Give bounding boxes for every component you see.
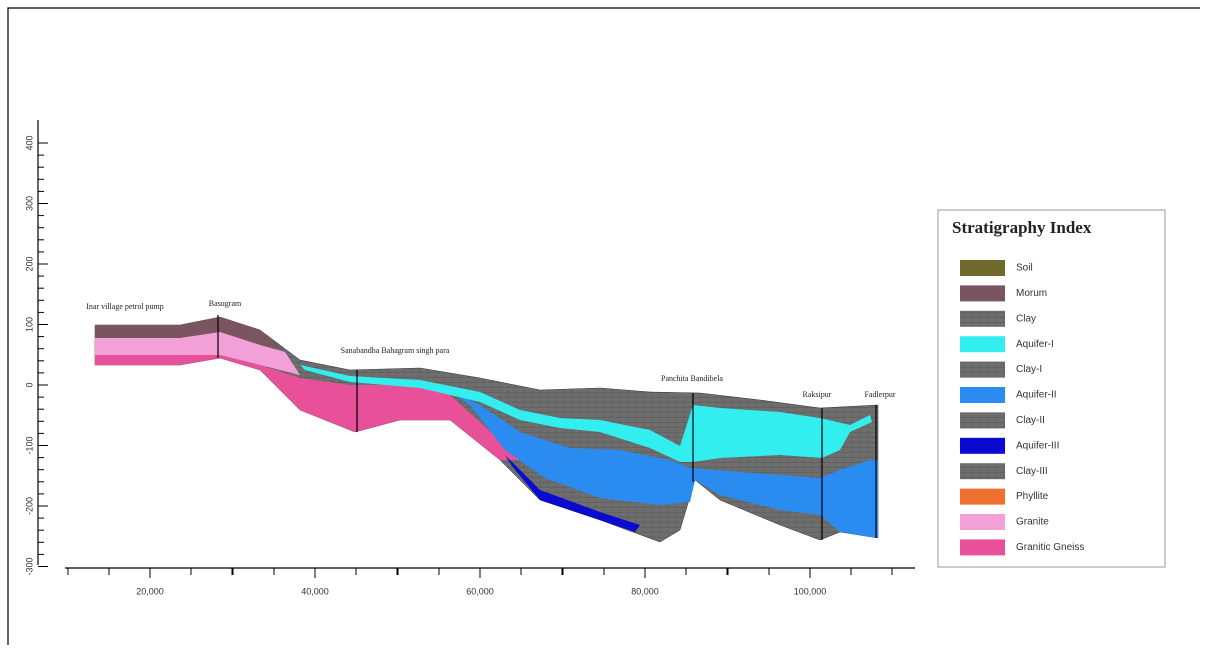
legend-label: Granite	[1016, 517, 1049, 528]
legend-swatch	[960, 285, 1005, 301]
legend-swatch	[960, 539, 1005, 555]
cross-section: 400 300 200 100 0 -100 -200 -300 20,000 40,000 60,…	[0, 0, 1205, 649]
x-tick-label: 60,000	[466, 586, 494, 596]
legend-label: Clay-II	[1016, 415, 1045, 426]
legend-swatch	[960, 387, 1005, 403]
well-label: Panchita Bandibela	[661, 374, 723, 383]
legend-swatch	[960, 260, 1005, 276]
y-tick-label: 0	[24, 382, 34, 387]
legend-label: Clay-I	[1016, 364, 1042, 375]
x-tick-label: 20,000	[136, 586, 164, 596]
well-label: Sanabandha Bahagram singh para	[341, 346, 450, 355]
legend-swatch	[960, 463, 1005, 479]
y-tick-label: 400	[24, 135, 34, 150]
legend-swatch	[960, 489, 1005, 505]
legend-label: Morum	[1016, 288, 1047, 299]
legend-label: Soil	[1016, 263, 1033, 274]
legend-swatch	[960, 412, 1005, 428]
y-tick-label: 200	[24, 256, 34, 271]
legend-swatch	[960, 362, 1005, 378]
y-tick-label: 100	[24, 317, 34, 332]
x-tick-label: 100,000	[794, 586, 827, 596]
well-label: Inar village petrol pump	[86, 302, 164, 311]
y-tick-label: -100	[24, 436, 34, 454]
well-label: Basugram	[209, 299, 242, 308]
legend-label: Aquifer-I	[1016, 339, 1054, 350]
x-tick-label: 80,000	[631, 586, 659, 596]
legend-swatch	[960, 514, 1005, 530]
legend-label: Aquifer-II	[1016, 390, 1057, 401]
legend-swatch	[960, 336, 1005, 352]
well-label: Fadlerpur	[864, 390, 895, 399]
y-tick-label: -200	[24, 497, 34, 515]
legend-label: Granitic Gneiss	[1016, 542, 1084, 553]
legend-label: Aquifer-III	[1016, 440, 1059, 451]
legend-swatch	[960, 311, 1005, 327]
legend-label: Phyllite	[1016, 491, 1049, 502]
y-tick-label: 300	[24, 196, 34, 211]
legend-label: Clay-III	[1016, 466, 1048, 477]
legend-title: Stratigraphy Index	[952, 218, 1092, 237]
legend-swatch	[960, 438, 1005, 454]
well-label: Raksipur	[803, 390, 832, 399]
legend-label: Clay	[1016, 313, 1036, 324]
x-tick-label: 40,000	[301, 586, 329, 596]
y-tick-label: -300	[24, 557, 34, 575]
